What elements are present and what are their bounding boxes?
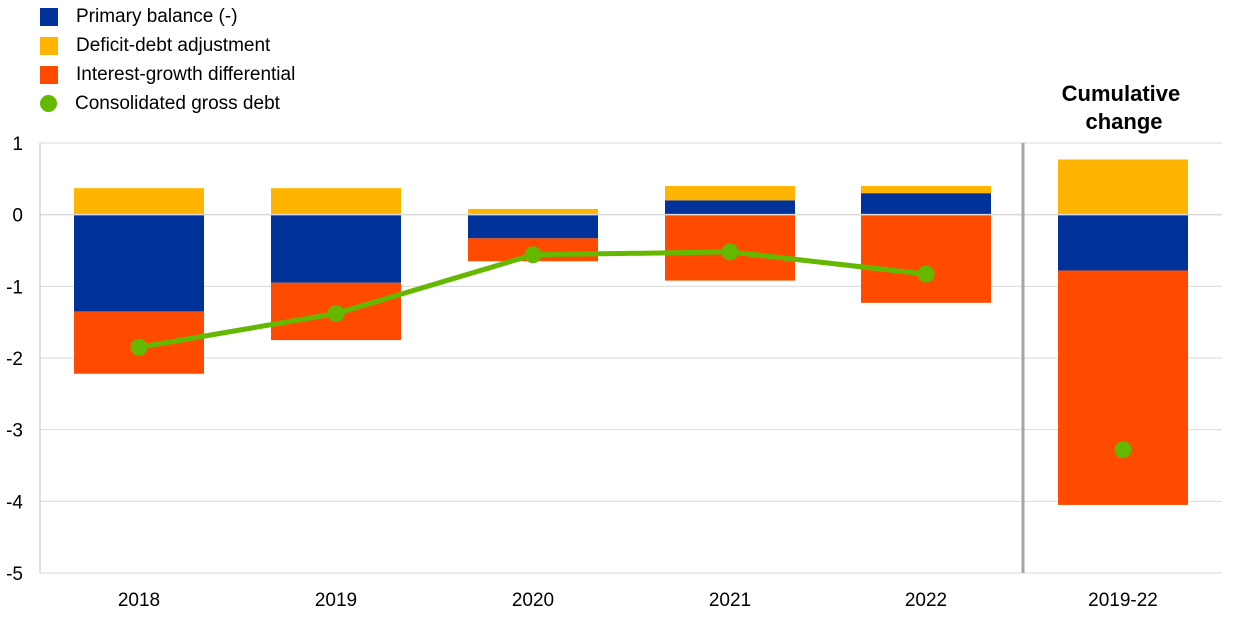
legend-item-interest-growth-differential: Interest-growth differential: [40, 60, 295, 89]
x-tick-label: 2019-22: [1088, 590, 1158, 611]
legend: Primary balance (-) Deficit-debt adjustm…: [40, 2, 295, 118]
debt-line-path: [138, 249, 927, 350]
legend-marker: [40, 95, 57, 112]
legend-label: Consolidated gross debt: [75, 92, 280, 114]
bar-segment: [861, 186, 991, 194]
y-tick-label: -5: [6, 564, 23, 585]
legend-swatch: [40, 65, 58, 84]
bar-segment: [271, 188, 401, 215]
legend-item-consolidated-gross-debt: Consolidated gross debt: [40, 89, 295, 118]
debt-point: [524, 246, 542, 264]
legend-swatch: [40, 36, 58, 55]
x-tick-label: 2022: [905, 590, 947, 611]
y-tick-label: 1: [12, 134, 23, 155]
bar-segment: [74, 214, 204, 312]
debt-point: [1114, 441, 1132, 459]
y-tick-label: 0: [12, 206, 23, 227]
legend-label: Primary balance (-): [76, 5, 238, 27]
bar-segment: [1058, 159, 1188, 215]
bar-segment: [271, 214, 401, 283]
x-tick-label: 2020: [512, 590, 554, 611]
debt-point: [917, 265, 935, 283]
panel-title: Cumulative change: [1062, 81, 1187, 134]
bar-segment: [468, 208, 598, 215]
x-tick-label: 2018: [118, 590, 160, 611]
bar-segment: [861, 193, 991, 215]
debt-line: [130, 243, 1132, 459]
y-tick-label: -1: [6, 277, 23, 298]
bar-segment: [468, 214, 598, 239]
y-tick-labels: 1 0 -1 -2 -3 -4 -5: [6, 134, 23, 585]
panel-title-line-1: Cumulative: [1062, 81, 1181, 106]
debt-point: [327, 305, 345, 323]
bar-segment: [665, 200, 795, 215]
panel-title-line-2: change: [1085, 109, 1162, 134]
x-tick-label: 2021: [709, 590, 751, 611]
gridlines: [40, 142, 1222, 574]
legend-item-deficit-debt-adjustment: Deficit-debt adjustment: [40, 31, 295, 60]
bar-segment: [665, 186, 795, 201]
bar-segment: [1058, 214, 1188, 271]
bar-segment: [74, 188, 204, 215]
legend-label: Deficit-debt adjustment: [76, 34, 271, 56]
debt-point: [130, 338, 148, 356]
y-tick-label: -4: [6, 492, 23, 513]
bar-segment: [1058, 270, 1188, 505]
legend-swatch: [40, 7, 58, 26]
x-tick-labels: 2018 2019 2020 2021 2022 2019-22: [118, 590, 1158, 611]
legend-item-primary-balance: Primary balance (-): [40, 2, 295, 31]
legend-label: Interest-growth differential: [76, 63, 296, 85]
bar-segment: [861, 214, 991, 303]
y-tick-label: -2: [6, 349, 23, 370]
debt-point: [721, 243, 739, 261]
x-tick-label: 2019: [315, 590, 357, 611]
y-tick-label: -3: [6, 421, 23, 442]
